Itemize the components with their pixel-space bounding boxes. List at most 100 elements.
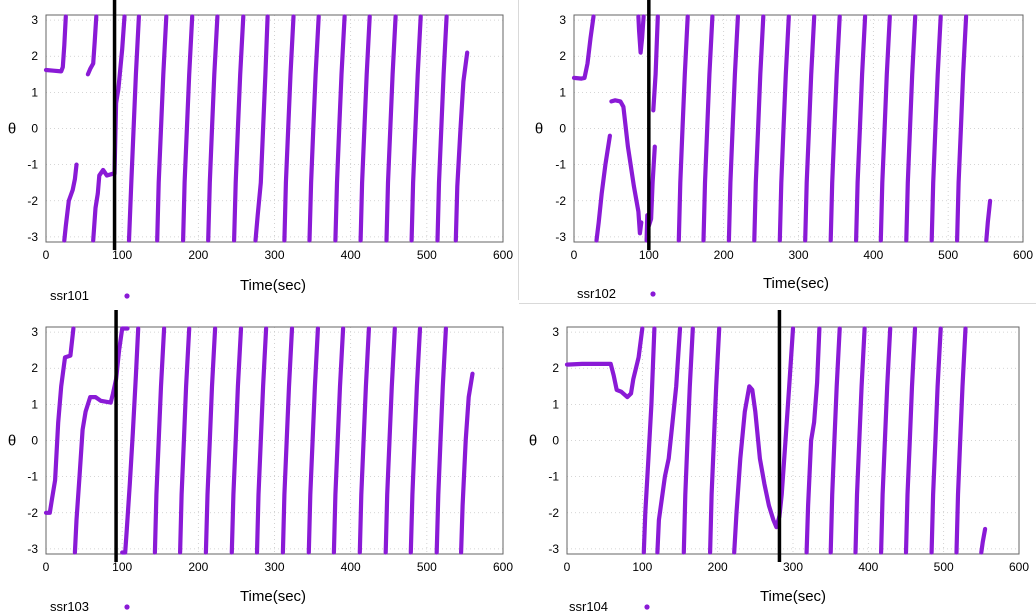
x-tick-label: 100 [632, 560, 652, 574]
theta-series-segment [331, 326, 346, 555]
theta-series-segment [408, 326, 423, 555]
theta-series-segment [459, 371, 475, 555]
theta-series-segment [306, 326, 320, 555]
plot-frame [45, 14, 504, 243]
y-tick-label: 3 [552, 325, 559, 339]
theta-series-segment [280, 326, 295, 555]
x-tick-label: 200 [188, 560, 208, 574]
theta-series-segment [955, 14, 969, 243]
y-axis-label: θ [535, 121, 543, 138]
chart-svg: 0 100 200 300 400 500 600 3 2 1 0 -1 -2 -3 Time(sec) θ s… [8, 310, 513, 614]
y-tick-label: 2 [552, 361, 559, 375]
theta-series-segment [904, 14, 918, 243]
x-tick-label: 200 [708, 560, 728, 574]
theta-series-segment [253, 14, 270, 243]
theta-series-segment [676, 14, 690, 243]
theta-series-segment [594, 133, 612, 243]
x-tick-label: 600 [1009, 560, 1029, 574]
theta-series-segment [701, 14, 715, 243]
x-tick-label: 300 [788, 248, 808, 262]
x-tick-label: 500 [938, 248, 958, 262]
theta-series-segment [777, 14, 791, 243]
chart-svg: 0 100 200 300 400 500 600 3 2 1 0 -1 -2 -3 Time(sec) θ s… [8, 0, 513, 303]
theta-series-segment [879, 326, 893, 555]
x-axis-label: Time(sec) [240, 277, 306, 294]
x-axis-label: Time(sec) [760, 588, 826, 605]
theta-series-segment [641, 326, 657, 555]
theta-series-segment [333, 14, 347, 243]
theta-series-segment [854, 14, 868, 243]
x-tick-label: 0 [43, 248, 50, 262]
x-tick-label: 300 [264, 560, 284, 574]
chart-panel-ssr102: 0 100 200 300 400 500 600 3 2 1 0 -1 -2 -3 Time(sec) θ s… [519, 0, 1036, 305]
theta-series-segment [929, 14, 943, 243]
y-tick-label: 1 [31, 397, 38, 411]
theta-series-segment [804, 326, 822, 555]
theta-series-segment [453, 50, 470, 243]
y-tick-label: 0 [31, 122, 38, 136]
theta-series-segment [564, 326, 645, 400]
theta-series-segment [358, 14, 372, 243]
y-tick-label: -1 [27, 470, 38, 484]
y-tick-label: -1 [555, 158, 566, 172]
theta-series-segment [120, 326, 141, 555]
theta-series-segment [853, 326, 867, 555]
x-tick-label: 500 [417, 248, 437, 262]
theta-series-segment [254, 326, 269, 555]
theta-series-segment [181, 14, 195, 243]
theta-series-segment [383, 326, 397, 555]
legend-marker [124, 293, 130, 299]
theta-series-segment [571, 14, 596, 81]
x-tick-label: 0 [564, 560, 571, 574]
y-axis-label: θ [8, 433, 16, 450]
legend-label: ssr103 [50, 599, 89, 614]
theta-series-segment [777, 326, 796, 519]
x-tick-label: 100 [639, 248, 659, 262]
theta-series-segment [984, 198, 993, 243]
theta-series-segment [282, 14, 296, 243]
x-axis-label: Time(sec) [240, 588, 306, 605]
y-tick-label: 3 [559, 13, 566, 27]
plot-frame [573, 14, 1024, 243]
theta-series-segment [752, 14, 766, 243]
theta-series-segment [636, 14, 646, 55]
y-tick-label: 2 [31, 49, 38, 63]
y-tick-label: 0 [31, 434, 38, 448]
x-tick-label: 200 [714, 248, 734, 262]
theta-series-segment [435, 14, 449, 243]
theta-series-segment [43, 326, 76, 515]
y-tick-label: 0 [552, 434, 559, 448]
theta-series-segment [434, 326, 448, 555]
y-axis-label: θ [529, 433, 537, 450]
theta-series-segment [609, 98, 644, 236]
horizontal-separator [519, 303, 1036, 304]
theta-series-segment [384, 14, 398, 243]
theta-series-segment [91, 167, 116, 243]
theta-series-segment [708, 326, 722, 555]
y-tick-label: 0 [559, 122, 566, 136]
theta-series-segment [803, 14, 817, 243]
y-tick-label: -2 [555, 194, 566, 208]
y-tick-label: -2 [27, 194, 38, 208]
chart-panel-ssr103: 0 100 200 300 400 500 600 3 2 1 0 -1 -2 -3 Time(sec) θ s… [0, 310, 518, 616]
y-tick-label: -3 [27, 542, 38, 556]
legend-label: ssr104 [569, 599, 608, 614]
y-tick-label: 3 [31, 325, 38, 339]
theta-series-segment [979, 526, 988, 555]
y-axis-label: θ [8, 121, 16, 138]
legend-marker [124, 604, 130, 610]
theta-series-segment [155, 14, 169, 243]
x-tick-label: 400 [858, 560, 878, 574]
theta-series-segment [357, 326, 371, 555]
theta-series-segment [732, 384, 782, 555]
legend-label: ssr101 [50, 288, 89, 303]
y-tick-label: -3 [555, 230, 566, 244]
chart-panel-ssr104: 0 100 200 300 400 500 600 3 2 1 0 -1 -2 -3 Time(sec) θ s… [519, 310, 1036, 616]
x-tick-label: 300 [783, 560, 803, 574]
theta-series-segment [878, 14, 892, 243]
legend-marker [644, 604, 650, 610]
y-tick-label: 1 [559, 85, 566, 99]
y-tick-label: -1 [27, 158, 38, 172]
legend-label: ssr102 [577, 286, 616, 301]
theta-series-segment [655, 326, 683, 555]
